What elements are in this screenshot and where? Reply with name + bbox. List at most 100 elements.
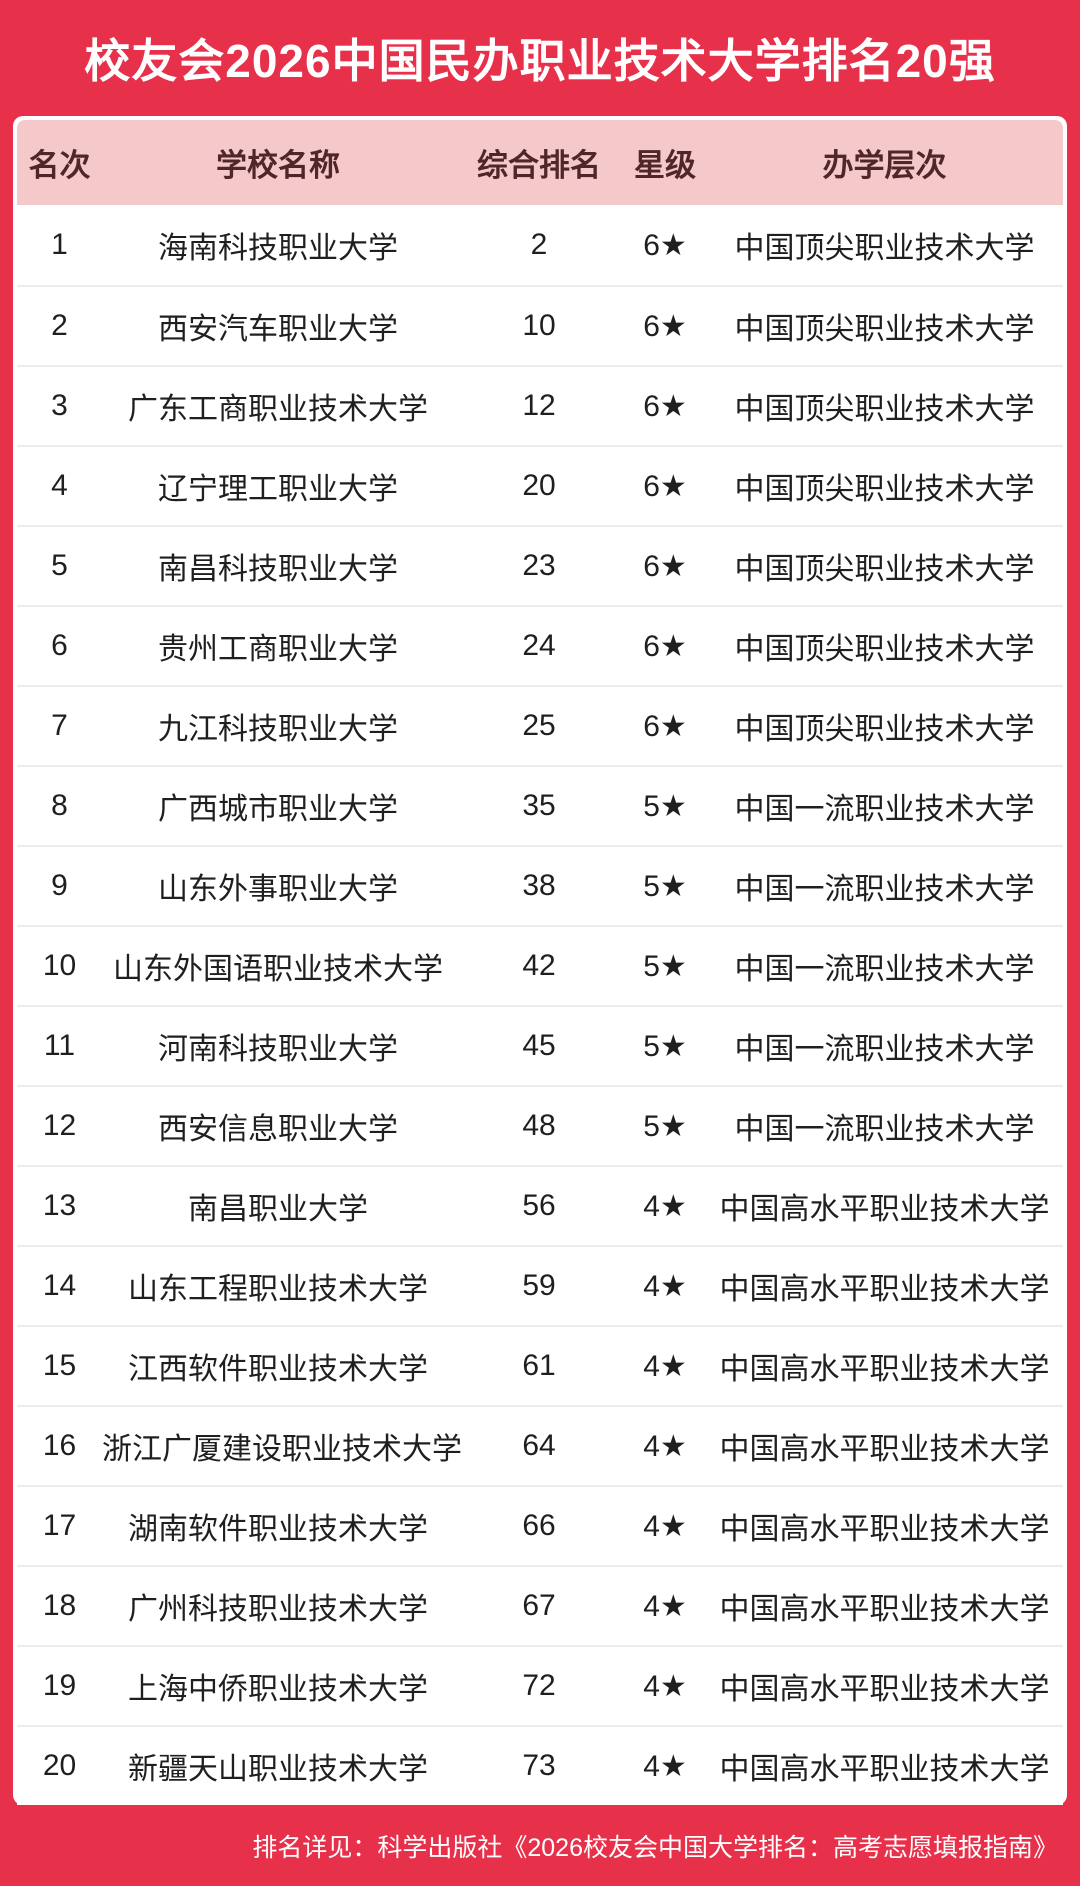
school-level-cell: 中国顶尖职业技术大学 bbox=[734, 473, 1035, 506]
overall-rank-cell: 23 bbox=[522, 549, 556, 582]
school-name-cell: 广州科技职业技术大学 bbox=[128, 1593, 428, 1626]
overall-rank-cell: 45 bbox=[522, 1029, 556, 1062]
footer-band: 排名详见：科学出版社《2026校友会中国大学排名：高考志愿填报指南》 bbox=[0, 1805, 1080, 1886]
rank-cell: 11 bbox=[43, 1029, 76, 1062]
overall-rank-cell: 24 bbox=[522, 629, 556, 662]
school-level-cell: 中国高水平职业技术大学 bbox=[719, 1673, 1050, 1706]
star-rating-cell: 4★ bbox=[643, 1429, 687, 1463]
school-name-cell: 西安信息职业大学 bbox=[158, 1113, 398, 1146]
school-level-cell: 中国一流职业技术大学 bbox=[734, 1033, 1035, 1066]
star-rating-cell: 4★ bbox=[643, 1589, 687, 1623]
school-level-cell: 中国一流职业技术大学 bbox=[734, 873, 1035, 906]
table-row: 20 新疆天山职业技术大学 73 4★ 中国高水平职业技术大学 bbox=[17, 1725, 1063, 1805]
school-name-cell: 西安汽车职业大学 bbox=[158, 313, 398, 346]
school-level-cell: 中国顶尖职业技术大学 bbox=[734, 232, 1035, 265]
school-level-cell: 中国高水平职业技术大学 bbox=[719, 1273, 1050, 1306]
star-rating-cell: 6★ bbox=[643, 549, 687, 583]
school-name-cell: 南昌科技职业大学 bbox=[158, 553, 398, 586]
star-rating-cell: 6★ bbox=[643, 309, 687, 343]
star-rating-cell: 4★ bbox=[643, 1509, 687, 1543]
table-row: 14 山东工程职业技术大学 59 4★ 中国高水平职业技术大学 bbox=[17, 1245, 1063, 1325]
column-header-school-level: 办学层次 bbox=[822, 148, 947, 183]
rank-cell: 4 bbox=[51, 469, 68, 502]
star-rating-cell: 5★ bbox=[643, 789, 687, 823]
footer-note: 排名详见：科学出版社《2026校友会中国大学排名：高考志愿填报指南》 bbox=[252, 1833, 1058, 1862]
overall-rank-cell: 67 bbox=[522, 1589, 556, 1622]
rank-cell: 12 bbox=[42, 1109, 77, 1142]
overall-rank-cell: 73 bbox=[522, 1749, 556, 1782]
table-row: 16 浙江广厦建设职业技术大学 64 4★ 中国高水平职业技术大学 bbox=[17, 1405, 1063, 1485]
rank-cell: 20 bbox=[42, 1749, 77, 1782]
rank-cell: 7 bbox=[51, 709, 68, 742]
school-name-cell: 山东工程职业技术大学 bbox=[128, 1273, 428, 1306]
column-header-rank: 名次 bbox=[28, 148, 91, 183]
school-name-cell: 贵州工商职业大学 bbox=[158, 633, 398, 666]
table-row: 17 湖南软件职业技术大学 66 4★ 中国高水平职业技术大学 bbox=[17, 1485, 1063, 1565]
school-level-cell: 中国顶尖职业技术大学 bbox=[734, 313, 1035, 346]
star-rating-cell: 6★ bbox=[643, 469, 687, 503]
page-title: 校友会2026中国民办职业技术大学排名20强 bbox=[84, 35, 996, 87]
school-level-cell: 中国高水平职业技术大学 bbox=[719, 1513, 1050, 1546]
school-level-cell: 中国顶尖职业技术大学 bbox=[734, 553, 1035, 586]
overall-rank-cell: 72 bbox=[522, 1669, 556, 1702]
school-level-cell: 中国一流职业技术大学 bbox=[734, 953, 1035, 986]
school-name-cell: 南昌职业大学 bbox=[188, 1193, 368, 1226]
ranking-table-card: 名次 学校名称 综合排名 星级 办学层次 1 海南科技职业大学 2 6★ 中国顶… bbox=[13, 116, 1067, 1805]
school-name-cell: 海南科技职业大学 bbox=[158, 232, 398, 265]
school-level-cell: 中国一流职业技术大学 bbox=[734, 793, 1035, 826]
school-name-cell: 广东工商职业技术大学 bbox=[128, 393, 428, 426]
rank-cell: 17 bbox=[42, 1509, 77, 1542]
school-name-cell: 湖南软件职业技术大学 bbox=[128, 1513, 428, 1546]
star-rating-cell: 4★ bbox=[643, 1269, 687, 1303]
school-level-cell: 中国高水平职业技术大学 bbox=[719, 1433, 1050, 1466]
star-rating-cell: 4★ bbox=[643, 1349, 687, 1383]
school-name-cell: 山东外国语职业技术大学 bbox=[113, 953, 443, 986]
overall-rank-cell: 38 bbox=[522, 869, 556, 902]
table-body: 1 海南科技职业大学 2 6★ 中国顶尖职业技术大学 2 西安汽车职业大学 10… bbox=[17, 205, 1063, 1805]
overall-rank-cell: 10 bbox=[522, 309, 556, 342]
rank-cell: 10 bbox=[42, 949, 77, 982]
rank-cell: 8 bbox=[51, 789, 68, 822]
table-row: 9 山东外事职业大学 38 5★ 中国一流职业技术大学 bbox=[17, 845, 1063, 925]
rank-cell: 1 bbox=[51, 228, 68, 261]
school-level-cell: 中国高水平职业技术大学 bbox=[719, 1193, 1050, 1226]
school-name-cell: 河南科技职业大学 bbox=[158, 1033, 398, 1066]
table-row: 11 河南科技职业大学 45 5★ 中国一流职业技术大学 bbox=[17, 1005, 1063, 1085]
school-name-cell: 广西城市职业大学 bbox=[158, 793, 398, 826]
column-header-overall-rank: 综合排名 bbox=[477, 148, 601, 183]
star-rating-cell: 6★ bbox=[643, 389, 687, 423]
table-row: 3 广东工商职业技术大学 12 6★ 中国顶尖职业技术大学 bbox=[17, 365, 1063, 445]
table-row: 2 西安汽车职业大学 10 6★ 中国顶尖职业技术大学 bbox=[17, 285, 1063, 365]
rank-cell: 5 bbox=[51, 549, 68, 582]
overall-rank-cell: 25 bbox=[522, 709, 556, 742]
overall-rank-cell: 66 bbox=[522, 1509, 556, 1542]
school-name-cell: 上海中侨职业技术大学 bbox=[128, 1673, 428, 1706]
star-rating-cell: 6★ bbox=[643, 629, 687, 663]
overall-rank-cell: 12 bbox=[522, 389, 556, 422]
table-row: 6 贵州工商职业大学 24 6★ 中国顶尖职业技术大学 bbox=[17, 605, 1063, 685]
school-name-cell: 浙江广厦建设职业技术大学 bbox=[102, 1433, 462, 1466]
school-name-cell: 山东外事职业大学 bbox=[158, 873, 398, 906]
overall-rank-cell: 56 bbox=[522, 1189, 556, 1222]
school-level-cell: 中国高水平职业技术大学 bbox=[719, 1753, 1050, 1786]
star-rating-cell: 4★ bbox=[643, 1189, 687, 1223]
school-level-cell: 中国顶尖职业技术大学 bbox=[734, 713, 1035, 746]
school-level-cell: 中国高水平职业技术大学 bbox=[719, 1593, 1050, 1626]
table-row: 4 辽宁理工职业大学 20 6★ 中国顶尖职业技术大学 bbox=[17, 445, 1063, 525]
star-rating-cell: 6★ bbox=[643, 709, 687, 743]
star-rating-cell: 4★ bbox=[643, 1749, 687, 1783]
table-row: 5 南昌科技职业大学 23 6★ 中国顶尖职业技术大学 bbox=[17, 525, 1063, 605]
table-row: 19 上海中侨职业技术大学 72 4★ 中国高水平职业技术大学 bbox=[17, 1645, 1063, 1725]
rank-cell: 6 bbox=[51, 629, 68, 662]
overall-rank-cell: 2 bbox=[530, 228, 548, 261]
title-band: 校友会2026中国民办职业技术大学排名20强 bbox=[0, 0, 1080, 116]
star-rating-cell: 5★ bbox=[643, 1029, 687, 1063]
rank-cell: 3 bbox=[51, 389, 68, 422]
rank-cell: 19 bbox=[42, 1669, 77, 1702]
star-rating-cell: 5★ bbox=[643, 1109, 687, 1143]
table-header-row: 名次 学校名称 综合排名 星级 办学层次 bbox=[17, 120, 1063, 205]
overall-rank-cell: 48 bbox=[522, 1109, 556, 1142]
school-name-cell: 九江科技职业大学 bbox=[158, 713, 398, 746]
rank-cell: 2 bbox=[51, 309, 68, 342]
rank-cell: 13 bbox=[42, 1189, 77, 1222]
